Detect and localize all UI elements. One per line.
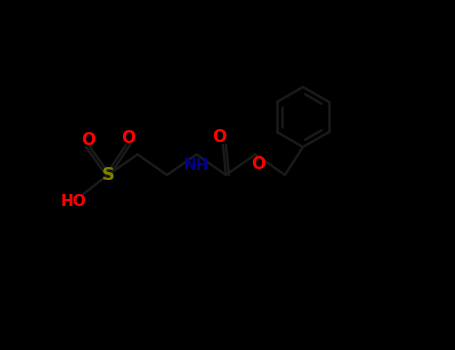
Text: O: O xyxy=(81,131,95,149)
Text: HO: HO xyxy=(61,195,87,210)
Text: NH: NH xyxy=(184,158,209,173)
Text: O: O xyxy=(212,128,226,146)
Text: O: O xyxy=(121,129,135,147)
Text: O: O xyxy=(251,155,266,173)
Text: S: S xyxy=(101,166,115,184)
